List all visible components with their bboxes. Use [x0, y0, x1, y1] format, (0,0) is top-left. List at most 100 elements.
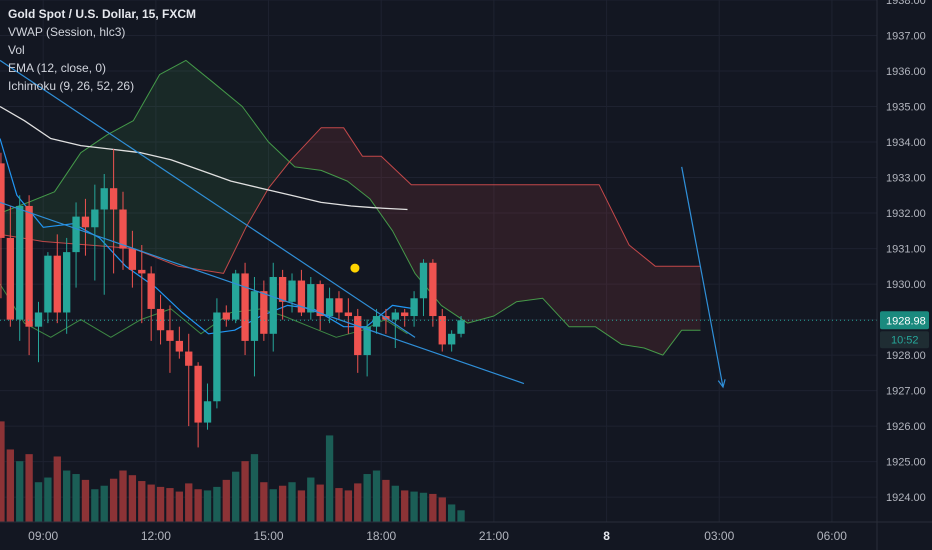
- volume-bar: [316, 484, 324, 522]
- candle-body[interactable]: [288, 280, 296, 302]
- ichimoku-cloud-bearish: [291, 127, 701, 356]
- candle-body[interactable]: [335, 298, 343, 313]
- legend-ichimoku[interactable]: Ichimoku (9, 26, 52, 26): [8, 79, 135, 93]
- volume-bar: [419, 492, 428, 522]
- candle-body[interactable]: [410, 298, 418, 317]
- trendline[interactable]: [0, 201, 525, 385]
- candle-body[interactable]: [100, 188, 108, 210]
- volume-bar: [269, 489, 277, 522]
- candle-body[interactable]: [175, 340, 184, 352]
- candle-body[interactable]: [269, 276, 277, 334]
- candle-body[interactable]: [419, 262, 428, 299]
- y-tick-label: 1930.00: [886, 279, 926, 291]
- candle-body[interactable]: [194, 365, 202, 423]
- bar-countdown-label: 10:52: [891, 334, 919, 346]
- candle-body[interactable]: [16, 205, 24, 320]
- y-tick-label: 1935.00: [886, 102, 926, 114]
- candle-body[interactable]: [119, 209, 127, 249]
- legend-vol[interactable]: Vol: [8, 43, 25, 57]
- ichimoku-span-a-line: [0, 59, 701, 356]
- volume-bar: [203, 490, 212, 522]
- candle-body[interactable]: [447, 333, 456, 345]
- candle-body[interactable]: [72, 216, 80, 253]
- volume-bar: [401, 490, 409, 522]
- volume-bar: [16, 461, 24, 522]
- y-tick-label: 1931.00: [886, 244, 926, 256]
- volume-bar: [53, 456, 61, 522]
- candle-body[interactable]: [363, 326, 371, 356]
- candle-body[interactable]: [34, 312, 43, 327]
- candle-body[interactable]: [241, 273, 249, 341]
- volume-bar: [297, 490, 306, 522]
- candle-body[interactable]: [25, 205, 33, 327]
- candle-body[interactable]: [213, 312, 221, 402]
- price-axis[interactable]: [877, 0, 932, 550]
- candle-body[interactable]: [260, 291, 268, 334]
- candle-body[interactable]: [354, 316, 362, 356]
- symbol-title[interactable]: Gold Spot / U.S. Dollar, 15, FXCM: [8, 7, 197, 21]
- candle-body[interactable]: [156, 308, 165, 331]
- candle-body[interactable]: [429, 262, 437, 317]
- candle-body[interactable]: [457, 320, 465, 334]
- candle-body[interactable]: [109, 188, 118, 210]
- legend-vwap[interactable]: VWAP (Session, hlc3): [8, 25, 126, 39]
- candle-body[interactable]: [438, 316, 446, 345]
- candle-body[interactable]: [185, 351, 193, 366]
- volume-bar: [250, 454, 259, 522]
- candle-body[interactable]: [63, 252, 71, 313]
- candle-body[interactable]: [297, 280, 306, 313]
- volume-bar: [44, 477, 52, 522]
- x-tick-label: 8: [603, 529, 610, 543]
- candle-body[interactable]: [344, 312, 353, 317]
- candle-body[interactable]: [166, 330, 174, 341]
- y-tick-label: 1928.00: [886, 350, 926, 362]
- trendline[interactable]: [681, 166, 724, 388]
- candle-body[interactable]: [6, 237, 14, 320]
- volume-bar: [128, 475, 137, 522]
- volume-bar: [25, 454, 33, 522]
- volume-bar: [138, 481, 146, 522]
- candle-body[interactable]: [250, 291, 259, 341]
- volume-bar: [344, 490, 353, 522]
- legend-ema[interactable]: EMA (12, close, 0): [8, 61, 107, 75]
- candle-body[interactable]: [203, 401, 212, 423]
- candle-body[interactable]: [222, 312, 230, 320]
- volume-bar: [363, 474, 371, 522]
- candle-body[interactable]: [91, 209, 99, 228]
- x-tick-label: 03:00: [704, 529, 734, 543]
- candle-body[interactable]: [53, 255, 61, 313]
- candle-body[interactable]: [307, 284, 315, 313]
- volume-bar: [175, 491, 184, 522]
- bar-countdown-tag: [880, 331, 929, 349]
- y-tick-label: 1927.00: [886, 386, 926, 398]
- volume-bar: [109, 478, 118, 522]
- candle-body[interactable]: [401, 312, 409, 317]
- candle-body[interactable]: [128, 248, 137, 270]
- candle-body[interactable]: [278, 276, 287, 302]
- volume-bar: [447, 504, 456, 522]
- volume-bar: [72, 474, 80, 522]
- candle-body[interactable]: [316, 284, 324, 317]
- x-tick-label: 15:00: [254, 529, 284, 543]
- candle-body[interactable]: [81, 216, 90, 228]
- candle-body[interactable]: [232, 273, 240, 320]
- y-tick-label: 1937.00: [886, 31, 926, 43]
- candle-body[interactable]: [0, 163, 5, 238]
- candle-body[interactable]: [147, 273, 155, 309]
- candle-body[interactable]: [138, 269, 146, 274]
- candle-body[interactable]: [372, 316, 381, 327]
- volume-bar: [34, 482, 43, 522]
- candle-body[interactable]: [391, 312, 399, 320]
- signal-marker[interactable]: [350, 263, 360, 273]
- candle-body[interactable]: [325, 298, 334, 317]
- volume-bar: [410, 491, 418, 522]
- last-price-tag[interactable]: [880, 311, 929, 330]
- candle-body[interactable]: [44, 255, 52, 313]
- y-tick-label: 1933.00: [886, 173, 926, 185]
- volume-bar: [288, 482, 296, 522]
- trendline[interactable]: [0, 59, 416, 338]
- time-axis[interactable]: [0, 522, 932, 550]
